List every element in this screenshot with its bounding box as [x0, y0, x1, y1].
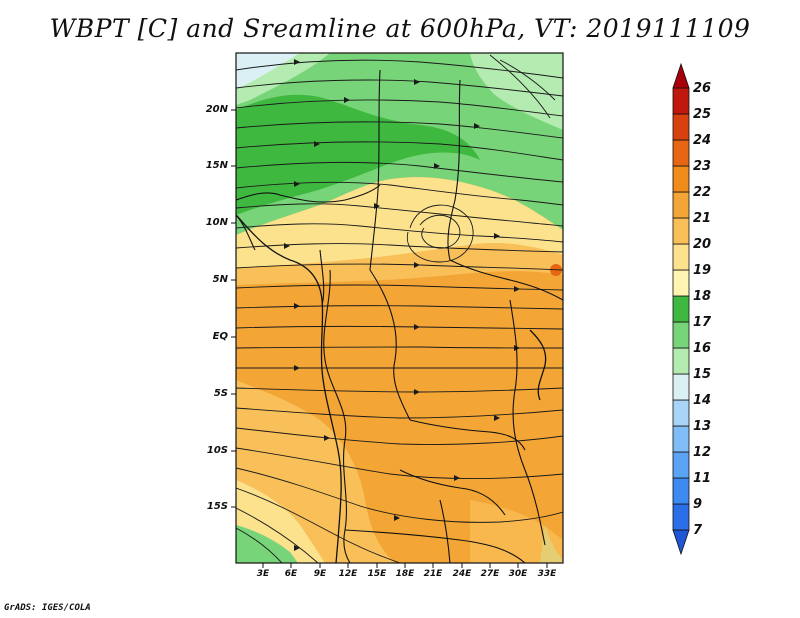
colorbar-label: 9 — [693, 497, 703, 512]
lat-label: 10S — [206, 445, 228, 456]
shade-yellow-se — [470, 500, 563, 563]
lon-label: 15E — [367, 569, 387, 579]
colorbar-segment — [672, 295, 690, 323]
colorbar-label: 22 — [693, 185, 712, 200]
lon-label: 30E — [508, 569, 528, 579]
lon-label: 18E — [395, 569, 415, 579]
lon-label: 24E — [452, 569, 472, 579]
colorbar-segment — [672, 269, 690, 297]
colorbar-label: 15 — [693, 367, 712, 382]
colorbar-label: 11 — [693, 471, 712, 486]
colorbar-label: 19 — [693, 263, 712, 278]
colorbar — [672, 62, 690, 556]
colorbar-segment — [672, 191, 690, 219]
colorbar-segment — [672, 425, 690, 453]
colorbar-segment — [672, 62, 690, 89]
lat-label: EQ — [212, 331, 228, 342]
lat-label: 5N — [212, 274, 228, 285]
colorbar-label: 23 — [693, 159, 712, 174]
colorbar-label: 18 — [693, 289, 712, 304]
colorbar-segment — [672, 217, 690, 245]
lat-label: 20N — [205, 104, 228, 115]
lon-label: 12E — [338, 569, 358, 579]
colorbar-segment — [672, 165, 690, 193]
lon-label: 3E — [256, 569, 270, 579]
lon-label: 27E — [480, 569, 500, 579]
colorbar-label: 25 — [693, 107, 712, 122]
shade-pale-north — [236, 53, 300, 88]
colorbar-label: 13 — [693, 419, 712, 434]
colorbar-segment — [672, 321, 690, 349]
streamlines — [236, 54, 563, 563]
colorbar-label: 17 — [693, 315, 712, 330]
colorbar-label: 16 — [693, 341, 712, 356]
country-borders — [236, 69, 563, 563]
chart-title: WBPT [C] and Sreamline at 600hPa, VT: 20… — [49, 14, 751, 43]
lat-label: 5S — [213, 388, 228, 399]
lon-label: 21E — [423, 569, 443, 579]
colorbar-label: 26 — [693, 81, 712, 96]
colorbar-segment — [672, 399, 690, 427]
lat-label: 15S — [206, 501, 228, 512]
colorbar-segment — [672, 347, 690, 375]
lat-label: 15N — [205, 160, 228, 171]
colorbar-label: 12 — [693, 445, 712, 460]
colorbar-segment — [672, 529, 690, 556]
colorbar-segment — [672, 503, 690, 531]
colorbar-label: 7 — [693, 523, 703, 538]
footer-credit: GrADS: IGES/COLA — [4, 603, 91, 613]
lat-label: 10N — [205, 217, 228, 228]
colorbar-segment — [672, 113, 690, 141]
colorbar-segment — [672, 477, 690, 505]
colorbar-segment — [672, 243, 690, 271]
map-frame — [235, 52, 564, 564]
shade-yellow-band — [236, 177, 563, 268]
colorbar-segment — [672, 373, 690, 401]
lat-ticks — [231, 109, 236, 508]
lon-label: 9E — [313, 569, 327, 579]
lon-label: 6E — [284, 569, 298, 579]
lon-label: 33E — [537, 569, 557, 579]
shade-lightgreen-ne — [470, 53, 563, 130]
coastline — [236, 214, 547, 563]
lon-ticks — [262, 563, 548, 568]
shade-green-south — [236, 525, 298, 563]
colorbar-label: 24 — [693, 133, 712, 148]
colorbar-label: 14 — [693, 393, 712, 408]
colorbar-segment — [672, 139, 690, 167]
colorbar-label: 20 — [693, 237, 712, 252]
colorbar-label: 21 — [693, 211, 712, 226]
colorbar-segment — [672, 87, 690, 115]
colorbar-segment — [672, 451, 690, 479]
